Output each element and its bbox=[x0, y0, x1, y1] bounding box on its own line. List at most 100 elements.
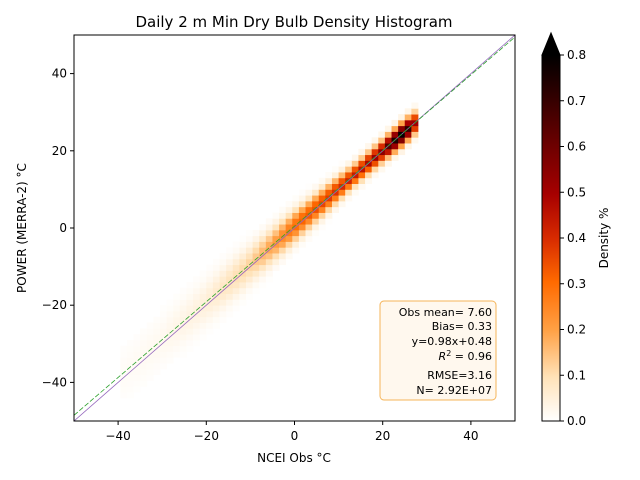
heatmap-cell-209 bbox=[239, 247, 247, 254]
heatmap-cell-95 bbox=[179, 334, 187, 341]
heatmap-cell-388 bbox=[371, 172, 379, 179]
heatmap-cell-173 bbox=[219, 264, 227, 271]
heatmap-cell-86 bbox=[173, 322, 181, 329]
heatmap-cell-198 bbox=[232, 247, 240, 254]
heatmap-cell-228 bbox=[252, 264, 260, 271]
heatmap-cell-283 bbox=[285, 218, 293, 225]
heatmap-cell-342 bbox=[325, 177, 333, 185]
heatmap-cell-39 bbox=[146, 374, 154, 381]
heatmap-cell-114 bbox=[186, 287, 194, 295]
colorbar-extend-arrow bbox=[541, 31, 561, 56]
heatmap-cell-200 bbox=[239, 299, 247, 306]
heatmap-cell-227 bbox=[252, 270, 260, 277]
heatmap-cell-183 bbox=[226, 270, 234, 277]
heatmap-cell-416 bbox=[398, 148, 406, 156]
heatmap-cell-409 bbox=[391, 154, 399, 161]
heatmap-cell-223 bbox=[245, 229, 254, 237]
heatmap-cell-180 bbox=[226, 287, 234, 295]
stat-rmse: RMSE=3.16 bbox=[427, 369, 492, 382]
heatmap-cell-59 bbox=[160, 363, 168, 370]
heatmap-cell-41 bbox=[146, 363, 154, 370]
heatmap-cell-191 bbox=[232, 287, 240, 295]
heatmap-cell-213 bbox=[245, 287, 254, 295]
heatmap-cell-196 bbox=[232, 258, 240, 266]
heatmap-cell-309 bbox=[305, 224, 313, 231]
heatmap-cell-122 bbox=[193, 305, 201, 312]
heatmap-cell-72 bbox=[166, 345, 174, 352]
heatmap-cell-125 bbox=[193, 287, 201, 295]
heatmap-cell-316 bbox=[305, 183, 313, 190]
heatmap-cell-422 bbox=[398, 114, 406, 121]
heatmap-cell-30 bbox=[140, 374, 148, 381]
heatmap-cell-141 bbox=[206, 322, 214, 329]
heatmap-cell-400 bbox=[378, 137, 386, 144]
heatmap-cell-399 bbox=[378, 143, 386, 150]
heatmap-cell-100 bbox=[179, 305, 187, 312]
heatmap-cell-61 bbox=[160, 351, 168, 358]
heatmap-cell-302 bbox=[298, 212, 306, 219]
heatmap-cell-16 bbox=[126, 351, 134, 358]
heatmap-cell-249 bbox=[265, 258, 273, 266]
heatmap-cell-37 bbox=[140, 334, 148, 341]
heatmap-cell-124 bbox=[193, 293, 201, 300]
stat-r-squared: R2 = 0.96 bbox=[439, 349, 492, 363]
heatmap-cell-269 bbox=[279, 247, 287, 254]
heatmap-cell-425 bbox=[404, 131, 412, 138]
heatmap-cell-255 bbox=[265, 224, 273, 231]
regression-line bbox=[74, 36, 515, 416]
colorbar-tick-label-7: 0.7 bbox=[567, 94, 586, 108]
heatmap-cell-70 bbox=[166, 357, 174, 364]
heatmap-cell-204 bbox=[239, 276, 247, 283]
heatmap-cell-90 bbox=[173, 299, 181, 306]
heatmap-cell-292 bbox=[292, 218, 300, 225]
heatmap-cells bbox=[120, 102, 419, 399]
heatmap-cell-162 bbox=[212, 264, 220, 271]
heatmap-cell-202 bbox=[239, 287, 247, 295]
heatmap-cell-164 bbox=[219, 316, 227, 323]
heatmap-cell-134 bbox=[199, 299, 207, 306]
heatmap-cell-417 bbox=[398, 143, 406, 150]
heatmap-cell-92 bbox=[179, 351, 187, 358]
x-tick-label-1: −20 bbox=[194, 429, 219, 443]
heatmap-cell-284 bbox=[285, 212, 293, 219]
heatmap-cell-427 bbox=[404, 119, 412, 127]
heatmap-cell-245 bbox=[259, 224, 267, 231]
heatmap-cell-185 bbox=[226, 258, 234, 266]
colorbar-label: Density % bbox=[597, 208, 611, 269]
heatmap-cell-32 bbox=[140, 363, 148, 370]
heatmap-cell-344 bbox=[331, 206, 339, 213]
heatmap-cell-140 bbox=[206, 328, 214, 335]
colorbar-tick-label-1: 0.1 bbox=[567, 368, 586, 382]
heatmap-cell-294 bbox=[292, 206, 300, 213]
heatmap-cell-45 bbox=[146, 339, 154, 347]
heatmap-cell-83 bbox=[173, 339, 181, 347]
heatmap-cell-195 bbox=[232, 264, 240, 271]
heatmap-cell-1 bbox=[120, 386, 128, 393]
heatmap-cell-382 bbox=[365, 172, 373, 179]
heatmap-cell-103 bbox=[179, 287, 187, 295]
heatmap-cell-431 bbox=[411, 131, 419, 138]
heatmap-cell-414 bbox=[391, 125, 399, 132]
heatmap-cell-163 bbox=[212, 258, 220, 266]
heatmap-cell-411 bbox=[391, 143, 399, 150]
heatmap-cell-312 bbox=[305, 206, 313, 213]
heatmap-cell-379 bbox=[358, 154, 366, 161]
heatmap-cell-40 bbox=[146, 368, 154, 376]
heatmap-cell-303 bbox=[298, 206, 306, 213]
heatmap-cell-156 bbox=[212, 299, 220, 306]
heatmap-cell-413 bbox=[391, 131, 399, 138]
heatmap-cell-215 bbox=[245, 276, 254, 283]
heatmap-cell-329 bbox=[318, 206, 326, 213]
heatmap-cell-203 bbox=[239, 282, 247, 289]
heatmap-cell-67 bbox=[160, 316, 168, 323]
heatmap-cell-182 bbox=[226, 276, 234, 283]
heatmap-cell-177 bbox=[226, 305, 234, 312]
heatmap-cell-47 bbox=[146, 328, 154, 335]
heatmap-cell-57 bbox=[153, 322, 161, 329]
y-tick-label-2: 0 bbox=[59, 221, 67, 235]
heatmap-cell-207 bbox=[239, 258, 247, 266]
heatmap-cell-310 bbox=[305, 218, 313, 225]
colorbar-tick-label-2: 0.2 bbox=[567, 323, 586, 337]
heatmap-cell-314 bbox=[305, 195, 313, 202]
heatmap-cell-187 bbox=[226, 247, 234, 254]
